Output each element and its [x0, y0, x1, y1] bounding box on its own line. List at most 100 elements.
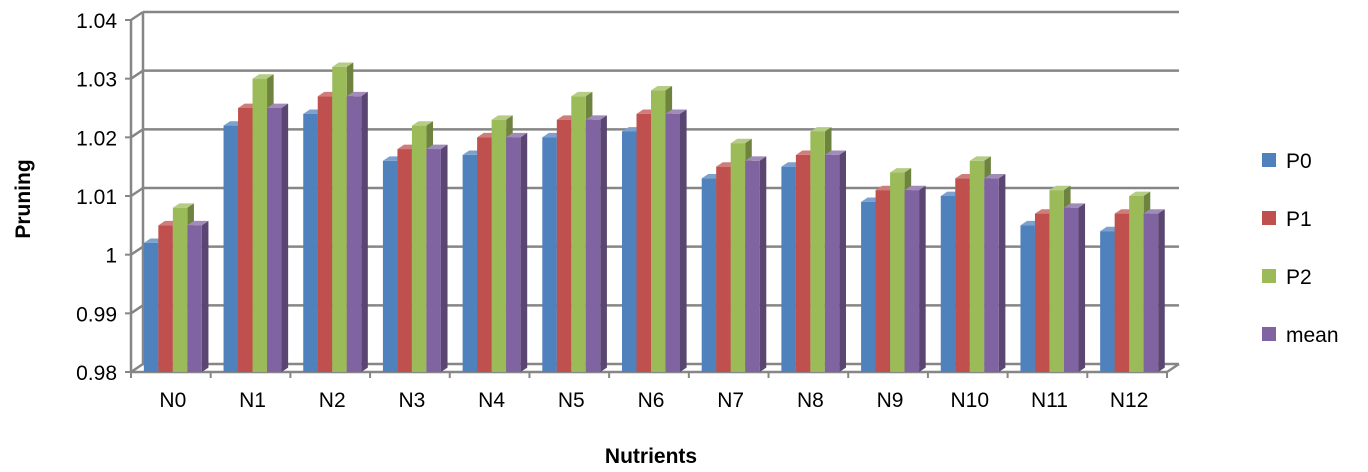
bar-front [984, 178, 999, 372]
bar-front [1049, 190, 1064, 372]
bar-front [861, 201, 876, 372]
bar-top [411, 121, 434, 126]
bar-front [716, 166, 731, 372]
x-tick-label: N3 [398, 389, 425, 412]
bar-front [810, 131, 825, 372]
x-axis-title: Nutrients [605, 445, 697, 468]
legend-swatch [1262, 269, 1276, 283]
bar-top [187, 220, 209, 226]
bar-front [158, 225, 173, 372]
legend-label: mean [1286, 324, 1339, 347]
bar-side [680, 109, 687, 372]
bar-mean-N11 [1063, 203, 1086, 372]
bar-front [940, 196, 956, 372]
bar-front [969, 160, 985, 372]
bar-front [1034, 213, 1050, 372]
legend-swatch [1262, 211, 1276, 225]
bar-front [622, 131, 637, 372]
bar-front [651, 90, 666, 373]
bar-top [730, 138, 752, 144]
bar-front [1129, 196, 1144, 372]
bar-front [585, 119, 601, 372]
bar-front [571, 96, 586, 373]
bar-side [361, 91, 368, 372]
bars [143, 62, 1165, 373]
bar-side [1158, 209, 1165, 372]
bar-front [1143, 213, 1159, 372]
gridline-depth [130, 304, 144, 315]
bar-side [600, 115, 607, 372]
bar-front [252, 78, 268, 373]
bar-front [187, 225, 202, 372]
legend-label: P0 [1286, 150, 1312, 173]
bar-mean-N12 [1143, 209, 1165, 372]
y-tick-label: 1.04 [76, 10, 117, 33]
bar-front [556, 119, 572, 372]
bar-front [1063, 207, 1079, 372]
bar-front [1114, 213, 1130, 372]
bar-front [238, 108, 253, 372]
bar-top [651, 86, 673, 91]
bar-side [839, 150, 846, 372]
x-tick-label: N0 [159, 389, 186, 412]
gridline-depth [130, 245, 144, 256]
bar-top [810, 127, 832, 132]
bar-front [824, 154, 840, 372]
bar-side [919, 185, 926, 372]
x-tick-label: N11 [1031, 389, 1068, 412]
gridline-depth [130, 10, 144, 22]
bar-front [636, 113, 651, 372]
x-tick-label: N2 [319, 389, 346, 412]
gridline-depth [130, 362, 144, 374]
bar-side [281, 103, 289, 372]
bar-front [462, 154, 478, 372]
bar-top [1063, 203, 1086, 208]
bar-mean-N3 [426, 144, 448, 372]
y-tick-labels: 0.98 0.99 1 1.01 1.02 1.03 1.04 [76, 10, 117, 385]
bar-front [955, 178, 970, 372]
x-tick-label: N4 [478, 389, 505, 412]
bar-top [267, 103, 289, 108]
bar-side [1078, 203, 1086, 372]
bar-mean-N6 [665, 109, 687, 372]
bar-front [411, 125, 427, 372]
x-tick-label: N8 [797, 389, 824, 412]
x-tick-label: N5 [558, 389, 585, 412]
bar-mean-N5 [585, 115, 607, 372]
y-tick-label: 1.03 [76, 69, 117, 92]
bar-front [1020, 225, 1035, 372]
bar-front [491, 119, 507, 372]
bar-front [317, 96, 333, 373]
legend-item-P0: P0 [1262, 150, 1312, 173]
y-tick-label: 1 [105, 245, 117, 268]
bar-mean-N10 [984, 174, 1006, 372]
bar-front [730, 143, 746, 372]
bar-top [506, 132, 528, 138]
bar-top [969, 156, 991, 161]
bar-mean-N0 [187, 220, 209, 372]
x-tick-labels: N0 N1 N2 N3 N4 N5 N6 N7 N8 N9 N10 N11 N12 [159, 389, 1148, 412]
bar-top [426, 144, 448, 150]
bar-front [267, 108, 282, 372]
bar-front [382, 160, 398, 372]
bar-top [1049, 185, 1071, 191]
legend-label: P1 [1286, 208, 1312, 231]
bar-top [332, 62, 354, 67]
bar-side [759, 156, 767, 372]
bar-front [506, 137, 521, 372]
x-tick-label: N1 [239, 389, 266, 412]
bar-top [172, 203, 194, 208]
bar-top [1143, 209, 1165, 214]
y-tick-label: 0.98 [76, 362, 117, 385]
legend: P0 P1 P2 mean [1262, 150, 1339, 347]
x-tick-label: N12 [1110, 389, 1149, 412]
legend-item-mean: mean [1262, 324, 1339, 347]
bar-front [665, 113, 680, 372]
bar-front [904, 190, 920, 372]
legend-swatch [1262, 153, 1276, 167]
y-tick-label: 1.02 [76, 127, 117, 150]
bar-top [571, 91, 593, 97]
gridline-depth [130, 186, 144, 198]
